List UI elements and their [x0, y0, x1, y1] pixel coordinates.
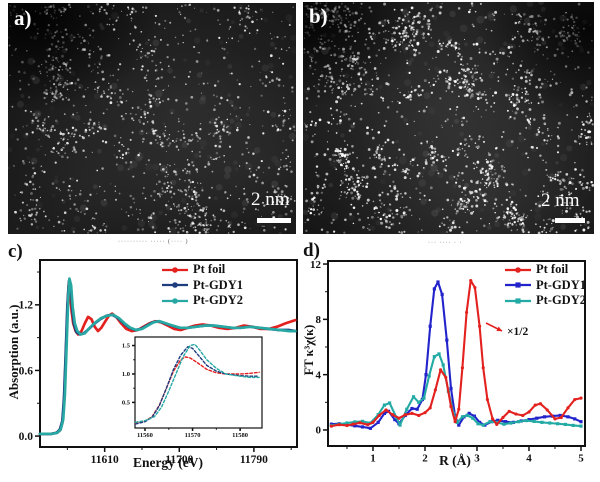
x-tick-label: 2	[422, 452, 428, 464]
exafs-yaxis-label: FT κ³χ(κ)	[302, 324, 316, 376]
y-tick-label: 0.6	[19, 365, 34, 377]
panel-label-c: c)	[8, 241, 23, 262]
stem-dots-b	[303, 2, 594, 234]
scale-bar-a	[257, 218, 291, 223]
legend-label: Pt-GDY1	[193, 277, 243, 292]
legend-marker-icon	[162, 282, 188, 289]
y-tick-label: 1.5	[122, 343, 131, 350]
x-tick-label: 11790	[240, 454, 268, 466]
x-tick-label: 11580	[232, 432, 248, 439]
legend-label: Pt-GDY2	[536, 293, 586, 308]
y-tick-label: 1.0	[122, 371, 130, 378]
x-tick-label: 11570	[185, 432, 201, 439]
legend-item-pt-gdy2: Pt-GDY2	[504, 293, 586, 309]
x-tick-label: 3	[474, 452, 480, 464]
y-tick-label: 0	[316, 425, 322, 437]
legend-marker-icon	[505, 298, 531, 304]
xanes-xaxis-label: Energy (eV)	[132, 455, 204, 470]
legend-item-pt-gdy1: Pt-GDY1	[161, 278, 243, 294]
legend-marker-icon	[162, 266, 188, 273]
y-tick-label: 0.0	[19, 431, 34, 443]
x-tick-label: 11610	[91, 454, 119, 466]
legend-marker-icon	[162, 297, 188, 304]
cropped-caption-left: ·········· ····· (···· )	[118, 239, 189, 245]
xanes-yaxis-label: Absorption (a.u.)	[6, 304, 21, 400]
half-scale-annotation: ×1/2	[507, 326, 529, 338]
legend-marker-icon	[505, 282, 531, 288]
legend-item-pt-foil: Pt foil	[504, 262, 586, 278]
legend-label: Pt-GDY2	[193, 293, 243, 308]
scalebar-label-b: 2 nm	[541, 190, 580, 211]
y-tick-label: 1.2	[19, 300, 34, 312]
panel-label-a: a)	[14, 6, 32, 30]
y-tick-label: 4	[316, 369, 322, 381]
x-tick-label: 11560	[137, 432, 153, 439]
scalebar-label-a: 2 nm	[251, 189, 290, 210]
x-tick-label: 1	[370, 452, 376, 464]
xanes-plot: 11610 11700 11790 0.0 0.6 1.2 11560 11570 11580 0…	[19, 259, 298, 466]
legend-item-pt-gdy2: Pt-GDY2	[161, 293, 243, 309]
exafs-xaxis-label: R (Å)	[439, 453, 471, 468]
legend-label: Pt-GDY1	[536, 277, 586, 292]
stem-image-a	[8, 3, 296, 234]
stem-image-b	[303, 2, 594, 234]
x-tick-label: 4	[526, 452, 532, 464]
legend-label: Pt foil	[193, 262, 226, 277]
y-tick-label: 8	[316, 314, 322, 326]
legend-item-pt-gdy1: Pt-GDY1	[504, 278, 586, 294]
series-Pt-GDY2	[38, 277, 297, 436]
stem-dots-a	[8, 3, 296, 234]
x-tick-label: 11700	[165, 454, 193, 466]
cropped-caption-right: ··· ···· · ·	[428, 240, 463, 246]
legend-item-pt-foil: Pt foil	[161, 262, 243, 278]
legend-label: Pt foil	[536, 262, 569, 277]
exafs-legend: Pt foil Pt-GDY1 Pt-GDY2	[504, 262, 586, 309]
legend-marker-icon	[505, 266, 531, 273]
series-Pt-GDY1	[134, 345, 260, 425]
y-tick-label: 12	[310, 259, 322, 271]
xanes-legend: Pt foil Pt-GDY1 Pt-GDY2	[161, 262, 243, 309]
x-tick-label: 5	[578, 452, 584, 464]
panel-label-b: b)	[309, 4, 328, 28]
y-tick-label: 0.5	[122, 400, 131, 407]
panel-label-d: d)	[303, 240, 320, 261]
series-Pt-GDY2	[134, 343, 260, 424]
scale-bar-b	[555, 218, 585, 223]
